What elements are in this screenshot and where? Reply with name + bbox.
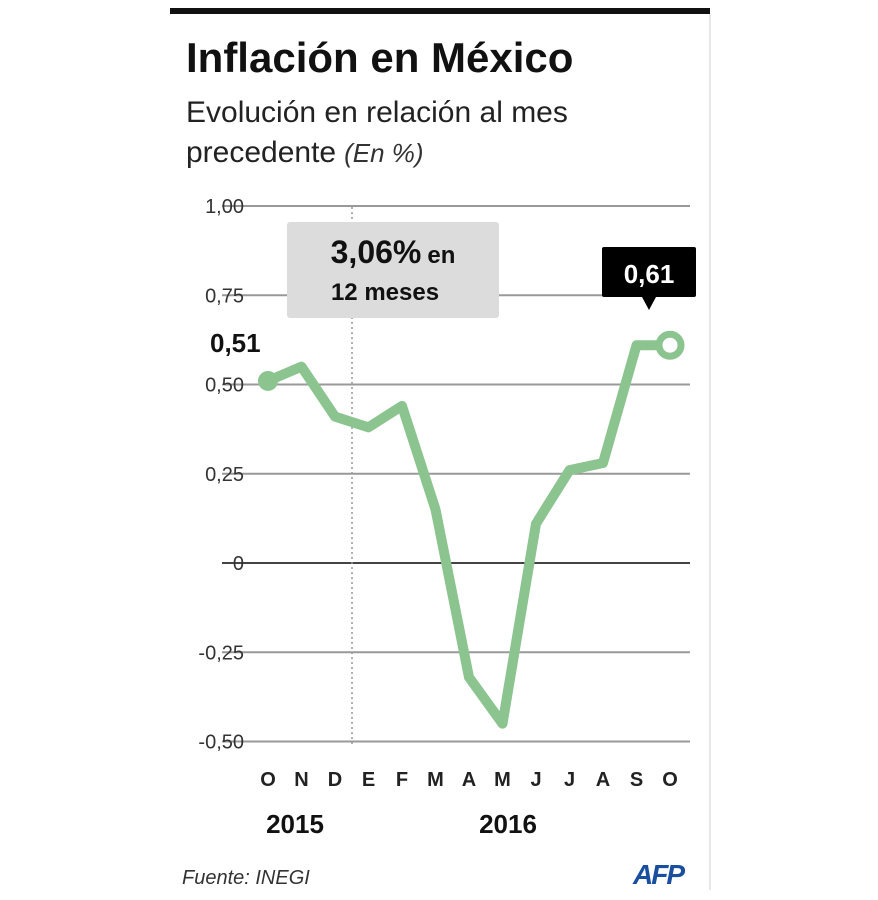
year-label-2016: 2016 bbox=[479, 809, 537, 839]
year-label-2015: 2015 bbox=[266, 809, 324, 839]
x-tick-label: N bbox=[294, 769, 308, 791]
y-tick-label: 0,75 bbox=[205, 285, 244, 307]
x-tick-label: D bbox=[328, 769, 342, 791]
start-value-label: 0,51 bbox=[210, 328, 261, 358]
annual-inflation-line1: 3,06% en bbox=[331, 234, 456, 270]
y-tick-label: 0,25 bbox=[205, 464, 244, 486]
x-tick-label: J bbox=[530, 769, 541, 791]
chart-subtitle-line1: Evolución en relación al mes bbox=[186, 96, 568, 129]
afp-logo: AFP bbox=[632, 859, 685, 890]
x-tick-label: O bbox=[260, 769, 276, 791]
x-tick-label: J bbox=[564, 769, 575, 791]
unit-label: (En %) bbox=[344, 138, 423, 168]
annual-inflation-line2: 12 meses bbox=[331, 279, 439, 306]
chart-subtitle-line2: precedente (En %) bbox=[186, 136, 424, 169]
end-value-callout: 0,61 bbox=[602, 247, 696, 310]
annual-inflation-box bbox=[287, 222, 499, 318]
x-tick-label: M bbox=[494, 769, 511, 791]
y-tick-label: 1,00 bbox=[205, 196, 244, 218]
x-tick-label: A bbox=[462, 769, 476, 791]
chart-title: Inflación en México bbox=[186, 34, 573, 81]
start-point-marker bbox=[258, 370, 278, 391]
x-tick-label: E bbox=[362, 769, 375, 791]
x-tick-label: S bbox=[630, 769, 643, 791]
end-value-label: 0,61 bbox=[624, 259, 675, 289]
y-tick-label: -0,25 bbox=[198, 642, 244, 664]
y-tick-label: -0,50 bbox=[198, 732, 244, 754]
end-point-marker bbox=[655, 330, 685, 360]
x-tick-label: O bbox=[662, 769, 678, 791]
x-tick-label: F bbox=[396, 769, 408, 791]
x-tick-label: M bbox=[427, 769, 444, 791]
y-tick-label: 0 bbox=[233, 553, 244, 575]
source-text: Fuente: INEGI bbox=[182, 867, 310, 889]
y-tick-label: 0,50 bbox=[205, 375, 244, 397]
series-line bbox=[266, 340, 670, 729]
top-rule bbox=[170, 8, 710, 14]
x-tick-label: A bbox=[596, 769, 610, 791]
